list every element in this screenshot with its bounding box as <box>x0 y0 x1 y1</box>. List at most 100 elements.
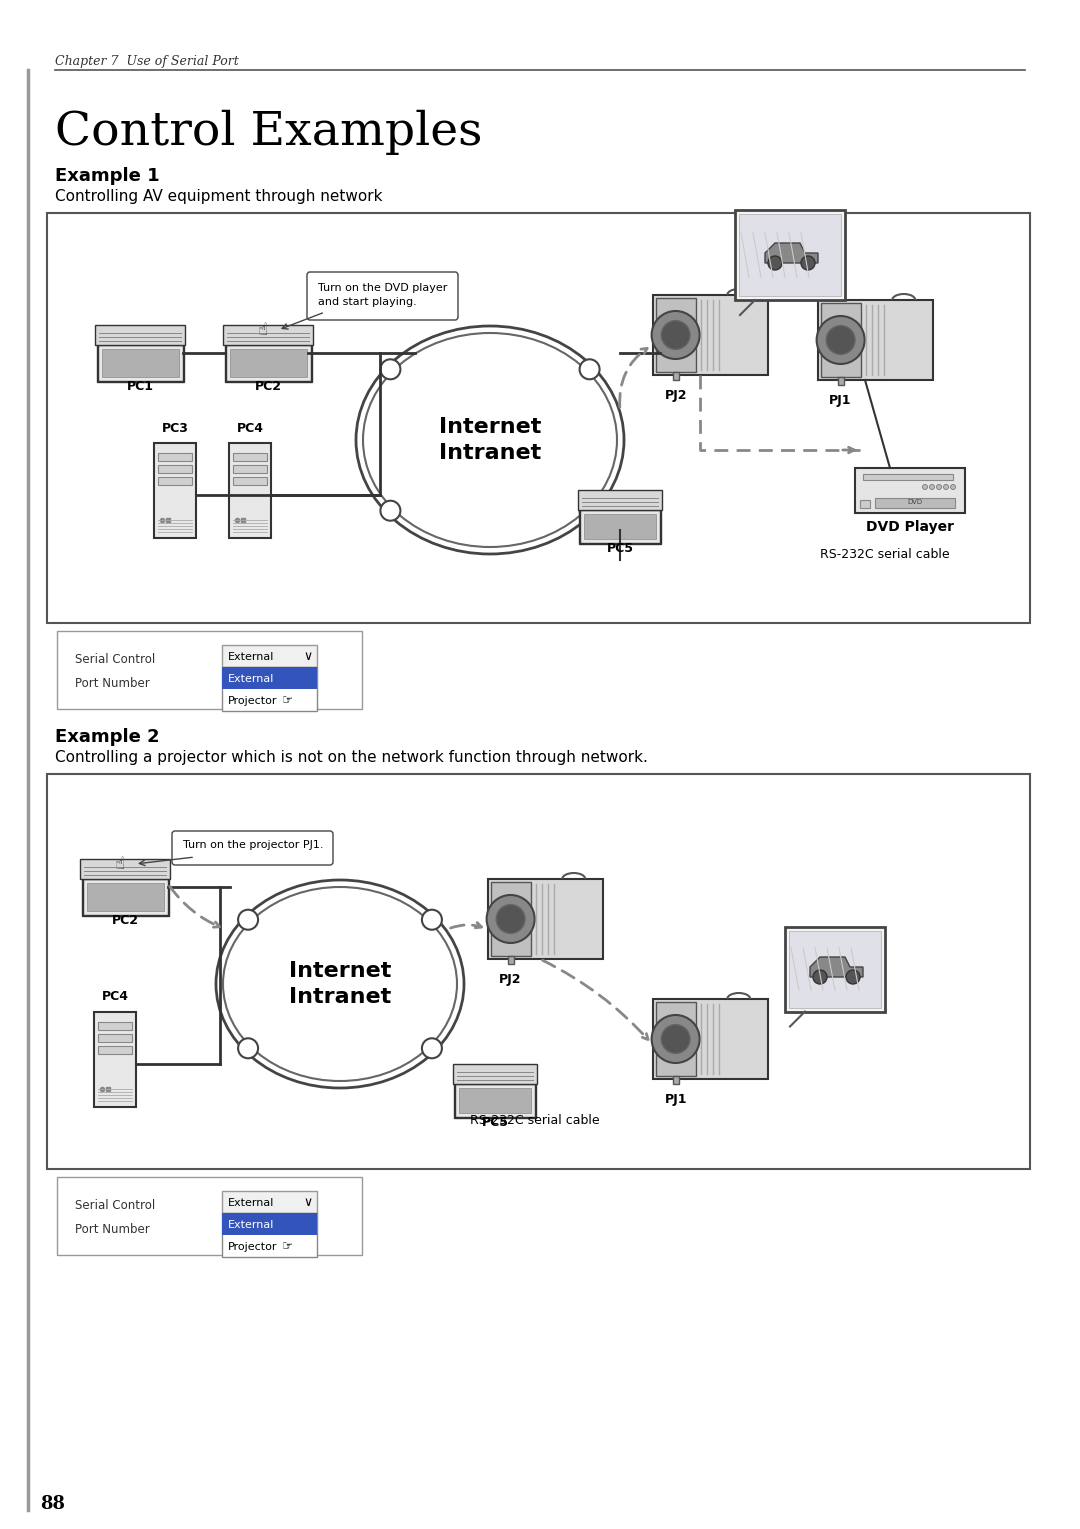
Bar <box>855 468 966 512</box>
Text: and start playing.: and start playing. <box>318 297 417 307</box>
Bar <box>459 1087 531 1113</box>
Circle shape <box>816 317 865 364</box>
Text: Projector: Projector <box>228 696 278 706</box>
Bar <box>224 324 312 346</box>
Bar <box>82 879 167 916</box>
Bar <box>222 645 318 667</box>
Text: PC1: PC1 <box>126 381 153 393</box>
Bar <box>98 1034 132 1041</box>
Ellipse shape <box>222 887 457 1081</box>
Bar <box>154 442 195 538</box>
Text: RS-232C serial cable: RS-232C serial cable <box>820 547 949 561</box>
Text: Internet
Intranet: Internet Intranet <box>438 417 541 463</box>
Circle shape <box>801 255 815 271</box>
Bar <box>229 350 307 378</box>
Circle shape <box>944 485 948 489</box>
Text: PC4: PC4 <box>102 991 129 1003</box>
Text: Serial Control: Serial Control <box>75 1199 156 1212</box>
Circle shape <box>930 485 934 489</box>
Circle shape <box>661 1024 690 1053</box>
Bar <box>48 213 1030 622</box>
Ellipse shape <box>216 881 464 1089</box>
Bar <box>860 500 870 508</box>
Bar <box>233 465 267 472</box>
Text: External: External <box>228 1220 274 1229</box>
Text: PJ1: PJ1 <box>664 1093 687 1105</box>
Bar <box>96 344 184 382</box>
Circle shape <box>651 310 700 359</box>
Text: PC5: PC5 <box>607 541 634 555</box>
Text: RS-232C serial cable: RS-232C serial cable <box>470 1115 599 1127</box>
Text: ☞: ☞ <box>282 1240 294 1254</box>
Circle shape <box>238 910 258 930</box>
Text: PC3: PC3 <box>162 422 188 434</box>
Text: Port Number: Port Number <box>75 1223 150 1235</box>
FancyBboxPatch shape <box>172 830 333 865</box>
Polygon shape <box>765 243 818 263</box>
Bar <box>739 214 841 297</box>
Bar <box>579 509 661 544</box>
Circle shape <box>950 485 956 489</box>
Bar <box>673 372 678 381</box>
FancyBboxPatch shape <box>652 295 768 375</box>
FancyBboxPatch shape <box>818 300 932 381</box>
FancyBboxPatch shape <box>652 998 768 1079</box>
Circle shape <box>580 500 599 521</box>
Circle shape <box>380 500 401 521</box>
Text: PC4: PC4 <box>237 422 264 434</box>
Bar <box>735 209 845 300</box>
Bar <box>95 324 185 346</box>
Bar <box>222 667 318 690</box>
Bar <box>81 878 168 916</box>
Bar <box>158 477 192 485</box>
Text: External: External <box>228 1199 274 1208</box>
Bar <box>98 1021 132 1029</box>
Bar <box>233 453 267 460</box>
Bar <box>789 931 881 1008</box>
Bar <box>233 477 267 485</box>
Ellipse shape <box>363 333 617 547</box>
Bar <box>222 1212 318 1257</box>
Text: PJ2: PJ2 <box>499 972 522 986</box>
Circle shape <box>487 894 535 943</box>
Circle shape <box>238 1038 258 1058</box>
Text: PJ1: PJ1 <box>829 394 852 407</box>
Bar <box>673 1076 678 1084</box>
Circle shape <box>922 485 928 489</box>
Bar <box>98 1046 132 1053</box>
Bar <box>48 774 1030 1170</box>
Text: External: External <box>228 674 274 683</box>
Circle shape <box>768 255 782 271</box>
Text: Port Number: Port Number <box>75 677 150 690</box>
Bar <box>584 514 656 538</box>
Bar <box>97 346 183 381</box>
Bar <box>821 303 861 378</box>
Text: Turn on the projector PJ1.: Turn on the projector PJ1. <box>183 839 324 850</box>
Circle shape <box>826 326 855 355</box>
Bar <box>226 346 311 381</box>
Bar <box>785 927 885 1012</box>
Bar <box>222 667 318 711</box>
Bar <box>656 1001 696 1076</box>
Bar <box>222 1212 318 1235</box>
Text: Control Examples: Control Examples <box>55 110 483 156</box>
Circle shape <box>580 359 599 379</box>
Text: Example 2: Example 2 <box>55 728 160 746</box>
Bar <box>454 1083 536 1118</box>
Bar <box>225 344 311 382</box>
Bar <box>656 298 696 372</box>
Bar <box>80 859 170 879</box>
Text: 88: 88 <box>40 1495 65 1514</box>
Text: PC5: PC5 <box>482 1116 509 1128</box>
Bar <box>158 465 192 472</box>
Ellipse shape <box>356 326 624 553</box>
Polygon shape <box>810 957 863 977</box>
Bar <box>94 1012 136 1107</box>
Text: ∨: ∨ <box>303 1197 312 1209</box>
Text: DVD: DVD <box>907 500 922 506</box>
Text: ☝: ☝ <box>114 855 125 873</box>
Text: Controlling a projector which is not on the network function through network.: Controlling a projector which is not on … <box>55 751 648 764</box>
Bar <box>57 631 362 709</box>
Text: Example 1: Example 1 <box>55 167 160 185</box>
Circle shape <box>846 969 860 985</box>
